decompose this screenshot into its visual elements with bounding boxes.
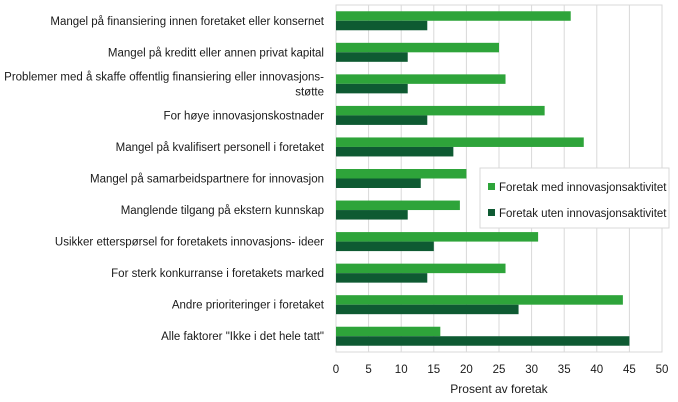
bar-without-innovation: [336, 52, 408, 62]
bar-without-innovation: [336, 115, 428, 125]
bar-with-innovation: [336, 42, 499, 53]
x-tick-label: 20: [460, 364, 473, 376]
bar-with-innovation: [336, 326, 441, 337]
legend-label-with-innovation: Foretak med innovasjonsaktivitet: [499, 182, 667, 194]
bar-without-innovation: [336, 273, 428, 283]
legend-swatch-without-innovation: [488, 209, 495, 216]
x-tick-label: 10: [395, 364, 408, 376]
x-tick-label: 40: [590, 364, 603, 376]
x-axis-label: Prosent av foretak: [450, 382, 548, 396]
category-label: Mangel på samarbeidspartnere for innovas…: [90, 174, 324, 186]
category-label: Usikker etterspørsel for foretakets inno…: [55, 237, 324, 249]
bar-without-innovation: [336, 178, 421, 188]
bar-with-innovation: [336, 200, 460, 211]
x-tick-labels: 0 5 10 15 20 25 30 35 40 45 50: [333, 364, 669, 376]
category-label: Mangel på kreditt eller annen privat kap…: [108, 47, 324, 59]
x-tick-label: 0: [333, 364, 339, 376]
bar-with-innovation: [336, 263, 506, 274]
category-label: Manglende tilgang på ekstern kunnskap: [121, 205, 324, 217]
x-tick-label: 5: [365, 364, 371, 376]
bar-with-innovation: [336, 105, 545, 116]
x-tick-label: 30: [525, 364, 538, 376]
legend-box: [479, 167, 670, 229]
bar-with-innovation: [336, 232, 539, 242]
bar-without-innovation: [336, 304, 519, 315]
bar-with-innovation: [336, 11, 571, 21]
legend: Foretak med innovasjonsaktivitet Foretak…: [479, 167, 670, 229]
bar-without-innovation: [336, 241, 434, 252]
category-label: Problemer med å skaffe offentlig finansi…: [4, 71, 324, 83]
bar-without-innovation: [336, 336, 630, 346]
bar-with-innovation: [336, 74, 506, 84]
x-tick-label: 25: [493, 364, 506, 376]
category-label: For høye innovasjonskostnader: [164, 110, 325, 122]
category-label: støtte: [295, 86, 324, 98]
x-tick-label: 45: [623, 364, 636, 376]
x-tick-label: 35: [558, 364, 571, 376]
bar-with-innovation: [336, 295, 623, 305]
bar-with-innovation: [336, 169, 467, 179]
category-label: Mangel på finansiering innen foretaket e…: [50, 16, 324, 28]
bar-without-innovation: [336, 210, 408, 220]
bar-without-innovation: [336, 20, 428, 31]
bar-without-innovation: [336, 146, 454, 157]
bar-with-innovation: [336, 137, 584, 147]
x-tick-label: 50: [656, 364, 669, 376]
legend-swatch-with-innovation: [488, 183, 495, 190]
category-label: Andre prioriteringer i foretaket: [172, 300, 325, 312]
bars: [336, 11, 630, 346]
category-labels: Mangel på finansiering innen foretaket e…: [4, 16, 325, 343]
x-tick-label: 15: [427, 364, 440, 376]
category-label: For sterk konkurranse i foretakets marke…: [111, 268, 324, 280]
category-label: Alle faktorer "Ikke i det hele tatt": [161, 331, 324, 343]
category-label: Mangel på kvalifisert personell i foreta…: [116, 142, 325, 154]
legend-label-without-innovation: Foretak uten innovasjonsaktivitet: [499, 208, 667, 220]
bar-without-innovation: [336, 83, 408, 94]
